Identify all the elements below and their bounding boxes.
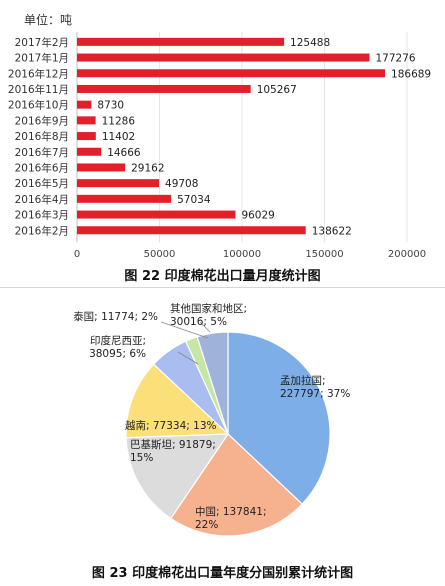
bar-value-label: 11286 — [102, 115, 136, 127]
bar-value-label: 125488 — [290, 37, 330, 49]
category-label: 2016年4月 — [15, 193, 69, 206]
x-tick-label: 0 — [74, 249, 80, 260]
bar — [77, 210, 236, 219]
leader-line — [199, 321, 211, 333]
bar-value-label: 11402 — [102, 131, 135, 143]
slice-label: 印度尼西亚; 38095; 6% — [89, 334, 146, 360]
category-label: 2016年2月 — [15, 224, 69, 237]
category-label: 2017年2月 — [15, 36, 69, 49]
pie-slice — [196, 331, 229, 435]
bar — [77, 100, 92, 109]
bar-value-label: 57034 — [177, 194, 211, 206]
bar-value-label: 96029 — [241, 210, 274, 222]
x-tick-label: 150000 — [305, 249, 343, 260]
pie-slice — [125, 363, 230, 439]
bar-value-label: 29162 — [131, 162, 164, 174]
category-label: 2016年7月 — [15, 146, 69, 159]
category-label: 2016年8月 — [15, 130, 69, 143]
bar-value-label: 186689 — [391, 68, 431, 80]
bar — [77, 179, 160, 188]
slice-label: 泰国; 11774; 2% — [73, 310, 158, 323]
category-label: 2016年11月 — [8, 83, 69, 96]
bar — [77, 116, 96, 125]
category-label: 2016年3月 — [15, 209, 69, 222]
x-tick-label: 50000 — [144, 249, 176, 260]
bar — [77, 53, 370, 62]
bar — [77, 163, 126, 172]
bar-value-label: 49708 — [165, 178, 198, 190]
bar-value-label: 177276 — [376, 53, 416, 65]
bar — [77, 37, 285, 46]
pie-chart: 孟加拉国; 227797; 37% 中国; 137841; 22% 巴基斯坦; 9187… — [73, 302, 350, 537]
bar — [77, 69, 386, 78]
category-label: 2016年5月 — [15, 177, 69, 190]
category-label: 2016年6月 — [15, 161, 69, 174]
bar-value-label: 8730 — [97, 100, 124, 112]
slice-label: 越南; 77334; 13% — [125, 419, 217, 432]
bar — [77, 194, 172, 203]
bar — [77, 132, 96, 141]
slice-label: 孟加拉国; 227797; 37% — [280, 374, 350, 400]
section-divider — [0, 287, 445, 288]
slice-label: 其他国家和地区; 30016; 5% — [170, 302, 247, 328]
category-label: 2016年12月 — [8, 67, 69, 80]
category-label: 2016年10月 — [8, 99, 69, 112]
leader-line — [177, 351, 199, 365]
pie-chart-caption: 图 23 印度棉花出口量年度分国别累计统计图 — [91, 566, 354, 581]
bar — [77, 147, 102, 156]
pie-slice — [125, 433, 230, 520]
pie-slice — [227, 331, 331, 505]
x-tick-label: 200000 — [388, 249, 426, 260]
slice-label: 中国; 137841; 22% — [195, 505, 267, 531]
slice-label: 巴基斯坦; 91879; 15% — [130, 438, 216, 464]
category-label: 2017年1月 — [15, 52, 69, 65]
leader-line — [160, 321, 209, 339]
bar-chart: 单位：吨 2017年2月 125488 2017年1月 177276 2016年12月 1… — [8, 12, 431, 260]
unit-label: 单位：吨 — [24, 12, 72, 27]
pie-slice — [169, 433, 303, 537]
bar-value-label: 138622 — [312, 225, 352, 237]
bar — [77, 226, 306, 235]
bar-value-label: 105267 — [257, 84, 297, 96]
x-tick-label: 100000 — [223, 249, 261, 260]
bar-chart-caption: 图 22 印度棉花出口量月度统计图 — [124, 269, 321, 284]
bar — [77, 84, 251, 93]
category-label: 2016年9月 — [15, 114, 69, 127]
bar-value-label: 14666 — [107, 147, 141, 159]
